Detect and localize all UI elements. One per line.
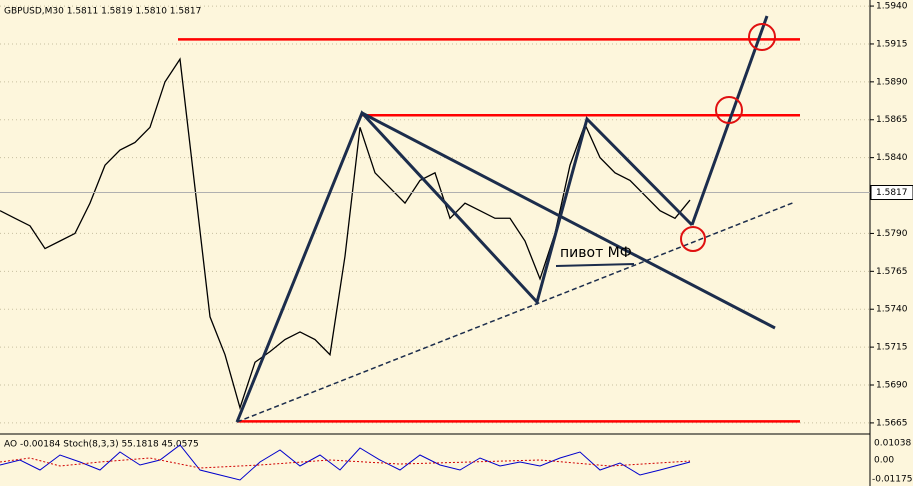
y-tick-label: 1.5765 [876,267,908,277]
y-tick-label: 1.5715 [876,343,908,353]
y-tick-label: 1.5865 [876,115,908,125]
circles [680,23,776,252]
circle [748,23,776,51]
current-price-box [870,185,913,201]
y-tick-label: 1.5940 [876,2,908,12]
y-tick-label: 1.5690 [876,381,908,391]
circle [715,96,743,124]
current-price-label: 1.5817 [876,188,908,198]
y-tick-label: 1.5840 [876,153,908,163]
symbol-header: GBPUSD,M30 1.5811 1.5819 1.5810 1.5817 [4,7,201,17]
marks: 1.5940 1.5915 1.5890 1.5865 1.5840 1.5790 1.57… [0,2,913,428]
indicator-scale: 0.01038 [874,439,911,449]
trend-dashed [236,201,796,423]
price-line [0,57,691,410]
circle [680,226,706,252]
trend-up [690,15,769,226]
y-tick-label: 1.5915 [876,39,908,49]
y-tick-label: 1.5740 [876,305,908,315]
drawings [235,15,796,423]
annotation: пивот МФ [560,245,632,261]
trend-down [361,111,776,330]
pivot-pointer [555,263,635,267]
y-tick-label: 1.5890 [876,77,908,87]
y-tick-label: 1.5790 [876,229,908,239]
indicator-scale: 0.00 [874,456,894,466]
y-tick-label: 1.5665 [876,418,908,428]
indicator-scale: -0.01175 [872,475,912,485]
signal-line [0,457,691,469]
zigzag [235,110,694,423]
stochastic-line [0,444,691,481]
indicator-title: AO -0.00184 Stoch(8,3,3) 55.1818 45.0575 [4,440,199,450]
